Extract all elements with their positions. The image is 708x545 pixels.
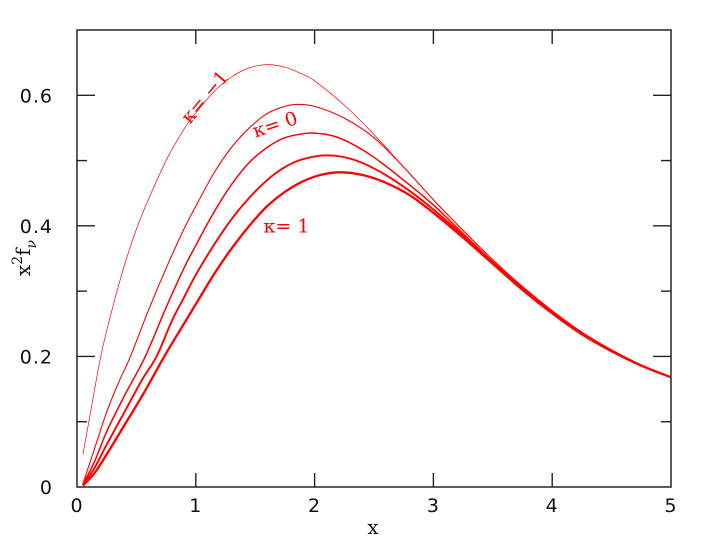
- kappa-annotations: κ= −1 κ= 0 κ= 1: [177, 66, 310, 237]
- y-tick-label: 0.2: [20, 346, 53, 368]
- y-label-sub: ν: [24, 239, 40, 248]
- series-line-kappa_mid1: [82, 132, 672, 485]
- x-tick-label: 5: [664, 495, 677, 517]
- x-tick-label: 4: [546, 495, 559, 517]
- x-tick-label: 3: [427, 495, 440, 517]
- y-tick-label: 0: [40, 477, 53, 499]
- series-lines: [82, 64, 672, 487]
- y-label-x: x: [11, 264, 35, 276]
- y-label-sup: 2: [10, 256, 26, 265]
- x-tick-label: 0: [70, 495, 83, 517]
- kappa-label-kappa_-1: κ= −1: [177, 66, 234, 128]
- series-line-kappa_-1: [82, 64, 672, 455]
- tick-labels: 0 1 2 3 4 5 0 0.2 0.4 0.6: [20, 85, 677, 517]
- series-line-kappa_1: [82, 171, 672, 487]
- x-tick-label: 2: [308, 495, 321, 517]
- series-line-kappa_0: [82, 103, 672, 484]
- y-axis-label: x2fν: [10, 239, 40, 276]
- series-line-kappa_mid2: [82, 154, 672, 486]
- axis-ticks: [77, 30, 671, 487]
- y-tick-label: 0.4: [20, 216, 53, 238]
- y-tick-label: 0.6: [20, 85, 53, 107]
- plot-border: [76, 29, 672, 488]
- kappa-label-kappa_0: κ= 0: [250, 107, 300, 142]
- x-axis-label: x: [367, 515, 379, 539]
- y-label-f: f: [11, 247, 35, 256]
- plot-frame: [76, 29, 672, 488]
- svg-text:x2fν: x2fν: [10, 239, 40, 276]
- x-tick-label: 1: [189, 495, 202, 517]
- kappa-label-kappa_1: κ= 1: [264, 215, 310, 237]
